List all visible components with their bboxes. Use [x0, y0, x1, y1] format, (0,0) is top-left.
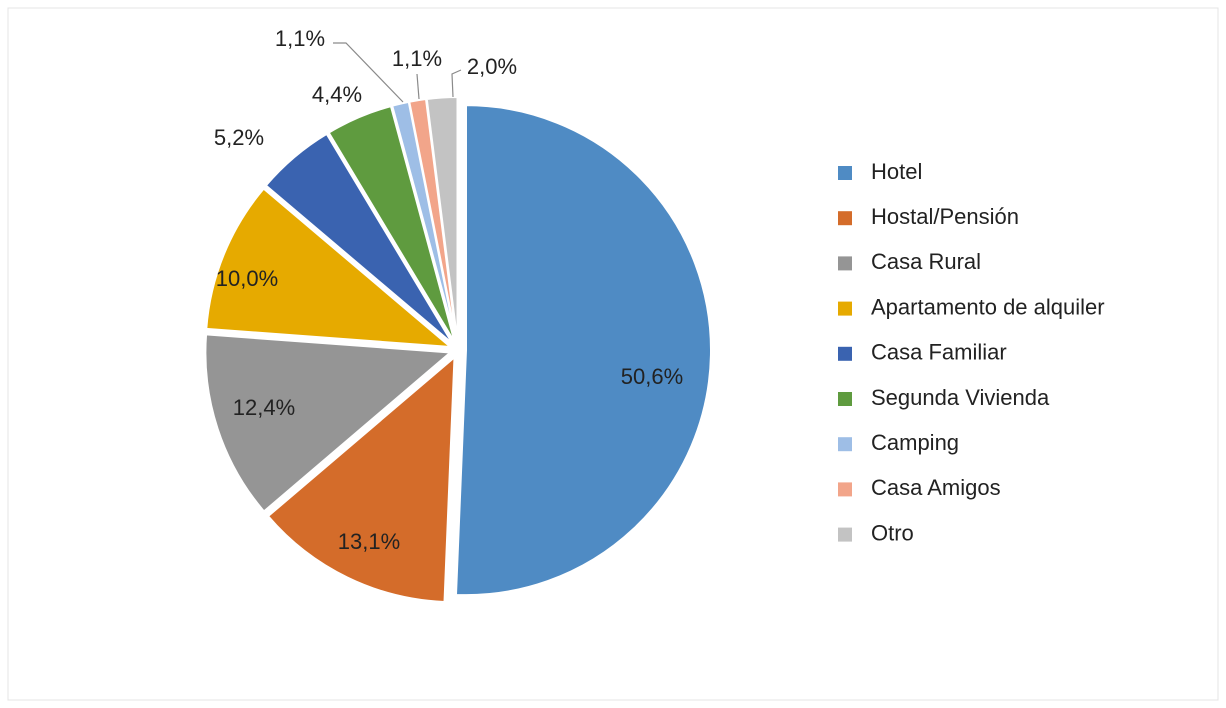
pie-slice [425, 96, 459, 343]
data-label: 5,2% [214, 125, 264, 150]
pie-slice [205, 187, 454, 349]
data-label: 4,4% [312, 82, 362, 107]
data-label: 12,4% [233, 395, 295, 420]
pie-slice [266, 354, 456, 604]
data-label: 2,0% [467, 54, 517, 79]
legend-swatch [838, 166, 852, 180]
legend-label: Casa Amigos [871, 475, 1001, 500]
legend-label: Segunda Vivienda [871, 385, 1050, 410]
legend-swatch [838, 527, 852, 542]
legend-label: Apartamento de alquiler [871, 294, 1105, 319]
legend-swatch [838, 301, 852, 316]
pie-slice [327, 104, 456, 344]
leader-line [333, 42, 404, 103]
legend-label: Hotel [871, 159, 922, 184]
legend-label: Otro [871, 520, 914, 545]
pie-slice [454, 104, 712, 597]
leader-line [451, 69, 462, 98]
legend-label: Hostal/Pensión [871, 204, 1019, 229]
data-label: 10,0% [216, 266, 278, 291]
legend-swatch [838, 211, 852, 226]
legend-swatch [838, 392, 852, 406]
data-label: 50,6% [621, 364, 683, 389]
data-label: 13,1% [338, 529, 400, 554]
data-label: 1,1% [275, 26, 325, 51]
legend-label: Casa Rural [871, 249, 981, 274]
legend-label: Casa Familiar [871, 340, 1007, 365]
pie-slice [264, 132, 454, 345]
legend-swatch [838, 482, 852, 497]
data-label: 1,1% [392, 46, 442, 71]
legend-swatch [838, 346, 852, 361]
legend-swatch [838, 256, 852, 271]
pie-slice [204, 333, 453, 513]
leader-line [416, 73, 420, 100]
legend-label: Camping [871, 430, 959, 455]
legend-swatch [838, 437, 852, 452]
